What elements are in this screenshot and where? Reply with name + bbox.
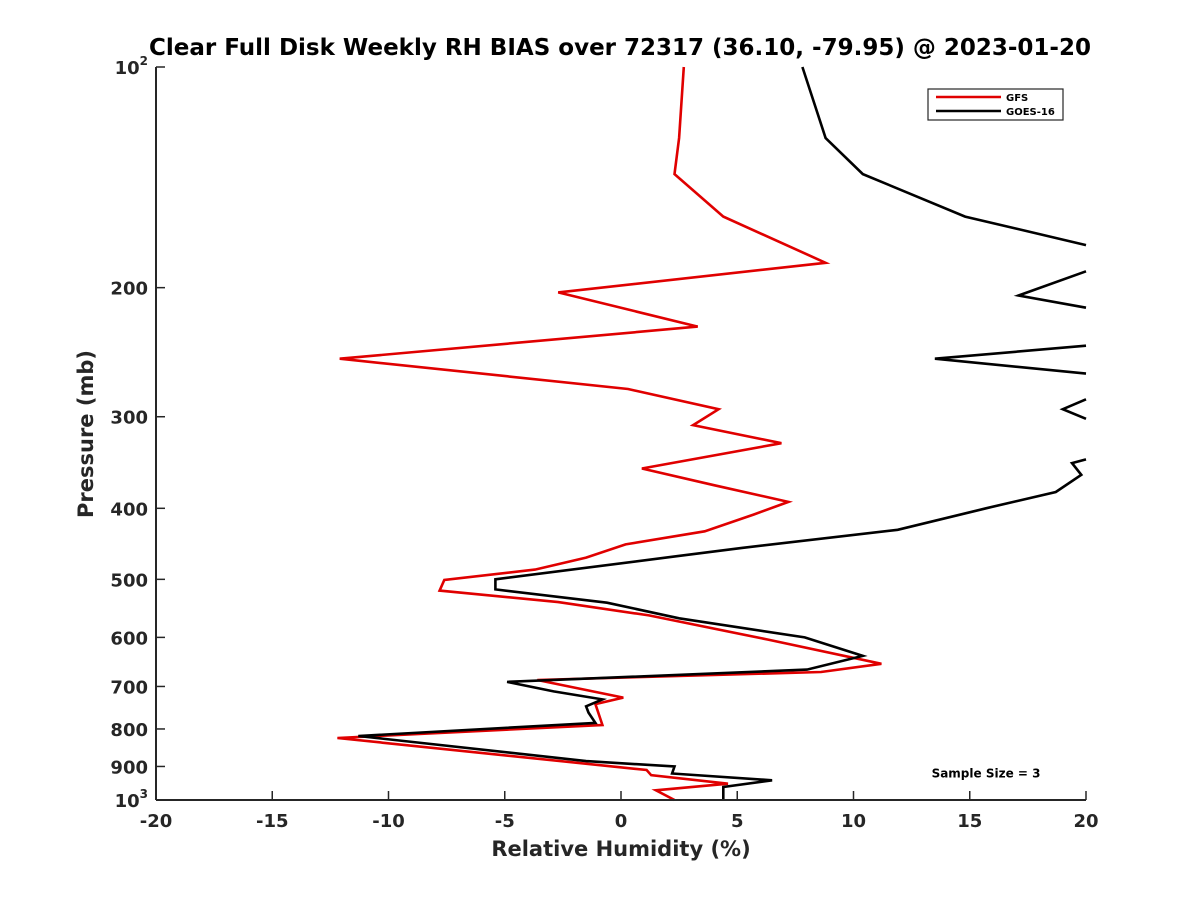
legend-box (927, 88, 1064, 121)
y-tick-label: 300 (110, 408, 148, 429)
y-tick-label: 700 (110, 677, 148, 698)
y-tick-label: 103 (115, 787, 148, 812)
x-tick-label: 10 (841, 811, 866, 832)
y-tick-label: 200 (110, 279, 148, 300)
y-tick-label: 102 (115, 54, 148, 79)
chart-title: Clear Full Disk Weekly RH BIAS over 7231… (149, 35, 1091, 61)
x-tick-label: -10 (372, 811, 405, 832)
series-line-goes-16 (358, 66, 1087, 800)
series-layer (337, 66, 1087, 802)
x-tick-label: -5 (495, 811, 515, 832)
legend-gfs-label: GFS (1006, 93, 1028, 104)
y-axis-ticks: 102 200 300 400 500 600 700 800 900 103 (110, 54, 165, 812)
sample-size-annotation: Sample Size = 3 (932, 766, 1041, 780)
x-axis-label: Relative Humidity (%) (491, 837, 750, 861)
legend-goes16-label: GOES-16 (1006, 107, 1055, 118)
y-tick-label: 500 (110, 570, 148, 591)
x-tick-label: -20 (140, 811, 173, 832)
x-tick-label: -15 (256, 811, 289, 832)
series-line-gfs (337, 66, 882, 802)
y-tick-label: 900 (110, 757, 148, 778)
x-tick-label: 20 (1073, 811, 1098, 832)
y-tick-label: 800 (110, 720, 148, 741)
x-axis-ticks: -20 -15 -10 -5 0 5 10 15 20 (140, 791, 1099, 832)
legend: GFS GOES-16 (927, 88, 1064, 121)
y-tick-label: 600 (110, 628, 148, 649)
x-tick-label: 5 (731, 811, 744, 832)
x-tick-label: 15 (957, 811, 982, 832)
y-axis-label: Pressure (mb) (74, 350, 98, 518)
plot-area (156, 67, 1086, 800)
x-tick-label: 0 (615, 811, 628, 832)
y-tick-label: 400 (110, 499, 148, 520)
